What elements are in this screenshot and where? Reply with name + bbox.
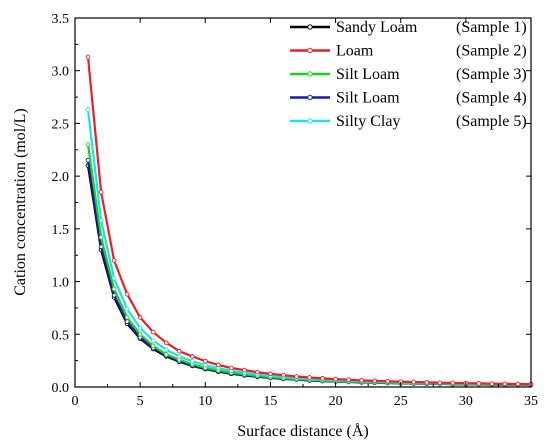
legend-item: Silt Loam (Sample 4) (290, 90, 527, 107)
data-point (111, 258, 117, 263)
data-point (98, 218, 104, 223)
legend-sample-label: (Sample 3) (456, 66, 527, 83)
legend-label: Silty Clay (336, 113, 400, 130)
data-point (281, 372, 286, 378)
legend-item: Sandy Loam (Sample 1) (290, 19, 527, 36)
data-point (215, 362, 221, 368)
data-point (150, 343, 156, 349)
x-tick-label: 20 (329, 394, 343, 409)
data-point (98, 234, 104, 240)
series-layer (85, 54, 534, 388)
x-tick-label: 25 (394, 394, 408, 409)
data-point (124, 291, 130, 297)
data-point (189, 354, 195, 359)
data-point (85, 142, 91, 147)
data-point (163, 347, 169, 352)
legend-item: Silty Clay (Sample 5) (290, 113, 527, 130)
data-point (137, 315, 143, 320)
series-line (86, 160, 532, 386)
x-tick-label: 0 (72, 394, 79, 409)
data-point (189, 358, 195, 364)
data-point (124, 315, 130, 320)
legend-item: Silt Loam (Sample 3) (290, 66, 527, 83)
data-point (176, 348, 182, 354)
data-point (163, 351, 169, 357)
data-point (176, 354, 182, 359)
legend: Sandy Loam (Sample 1) Loam (Sample 2) Silt L… (290, 19, 527, 130)
legend-marker (307, 94, 313, 101)
x-tick-label: 35 (524, 394, 538, 409)
y-tick-label: 2.0 (52, 170, 70, 185)
legend-label: Loam (336, 43, 374, 60)
data-point (333, 376, 338, 382)
legend-item: Loam (Sample 2) (290, 43, 527, 60)
y-tick-label: 3.5 (52, 12, 70, 27)
legend-label: Sandy Loam (336, 19, 418, 36)
data-point (255, 369, 260, 375)
data-point (268, 371, 273, 377)
legend-marker (307, 24, 313, 30)
y-tick-label: 0.5 (52, 328, 70, 343)
legend-marker (307, 71, 313, 77)
legend-sample-label: (Sample 2) (456, 43, 527, 60)
y-tick-label: 2.5 (52, 117, 70, 132)
data-point (111, 276, 117, 281)
data-point (450, 380, 456, 386)
legend-marker (307, 47, 313, 54)
data-point (163, 340, 169, 346)
data-point (202, 358, 208, 364)
legend-sample-label: (Sample 5) (456, 113, 527, 130)
x-tick-label: 15 (263, 394, 277, 409)
series-line (86, 165, 532, 387)
data-point (242, 367, 247, 373)
data-point (411, 379, 417, 385)
data-point (228, 365, 234, 371)
data-point (150, 338, 156, 343)
x-axis-label: Surface distance (Å) (237, 422, 369, 440)
data-point (98, 189, 104, 195)
data-point (476, 381, 482, 386)
data-point (515, 381, 521, 387)
data-point (372, 378, 378, 384)
legend-label: Silt Loam (336, 90, 400, 107)
data-point (489, 381, 495, 386)
x-tick-label: 10 (198, 394, 212, 409)
data-point (307, 375, 312, 380)
data-point (346, 377, 351, 383)
y-axis-ticks: 0.0 0.5 1.0 1.5 2.0 2.5 3.0 3.5 (52, 12, 531, 396)
x-tick-label: 30 (459, 394, 473, 409)
data-point (111, 286, 117, 292)
data-point (294, 374, 299, 379)
data-point (424, 380, 430, 385)
data-point (137, 331, 143, 337)
data-point (502, 381, 508, 387)
legend-sample-label: (Sample 1) (456, 19, 527, 36)
data-point (85, 107, 91, 113)
data-point (385, 378, 391, 384)
y-tick-label: 1.5 (52, 223, 70, 238)
data-point (359, 378, 364, 383)
data-point (85, 54, 91, 60)
data-point (437, 380, 443, 386)
x-tick-label: 5 (137, 394, 144, 409)
series-line (86, 109, 532, 386)
data-point (124, 306, 130, 312)
y-tick-label: 3.0 (52, 65, 70, 80)
data-point (150, 329, 156, 335)
legend-marker (307, 118, 313, 124)
legend-label: Silt Loam (336, 66, 400, 83)
legend-sample-label: (Sample 4) (456, 90, 527, 107)
y-tick-label: 1.0 (52, 276, 70, 291)
y-tick-label: 0.0 (52, 381, 70, 396)
data-point (137, 325, 143, 331)
data-point (202, 362, 208, 368)
data-point (320, 376, 325, 381)
y-axis-label: Cation concentration (mol/L) (12, 108, 29, 296)
x-axis-ticks: 0 5 10 15 20 25 30 35 (72, 18, 538, 409)
